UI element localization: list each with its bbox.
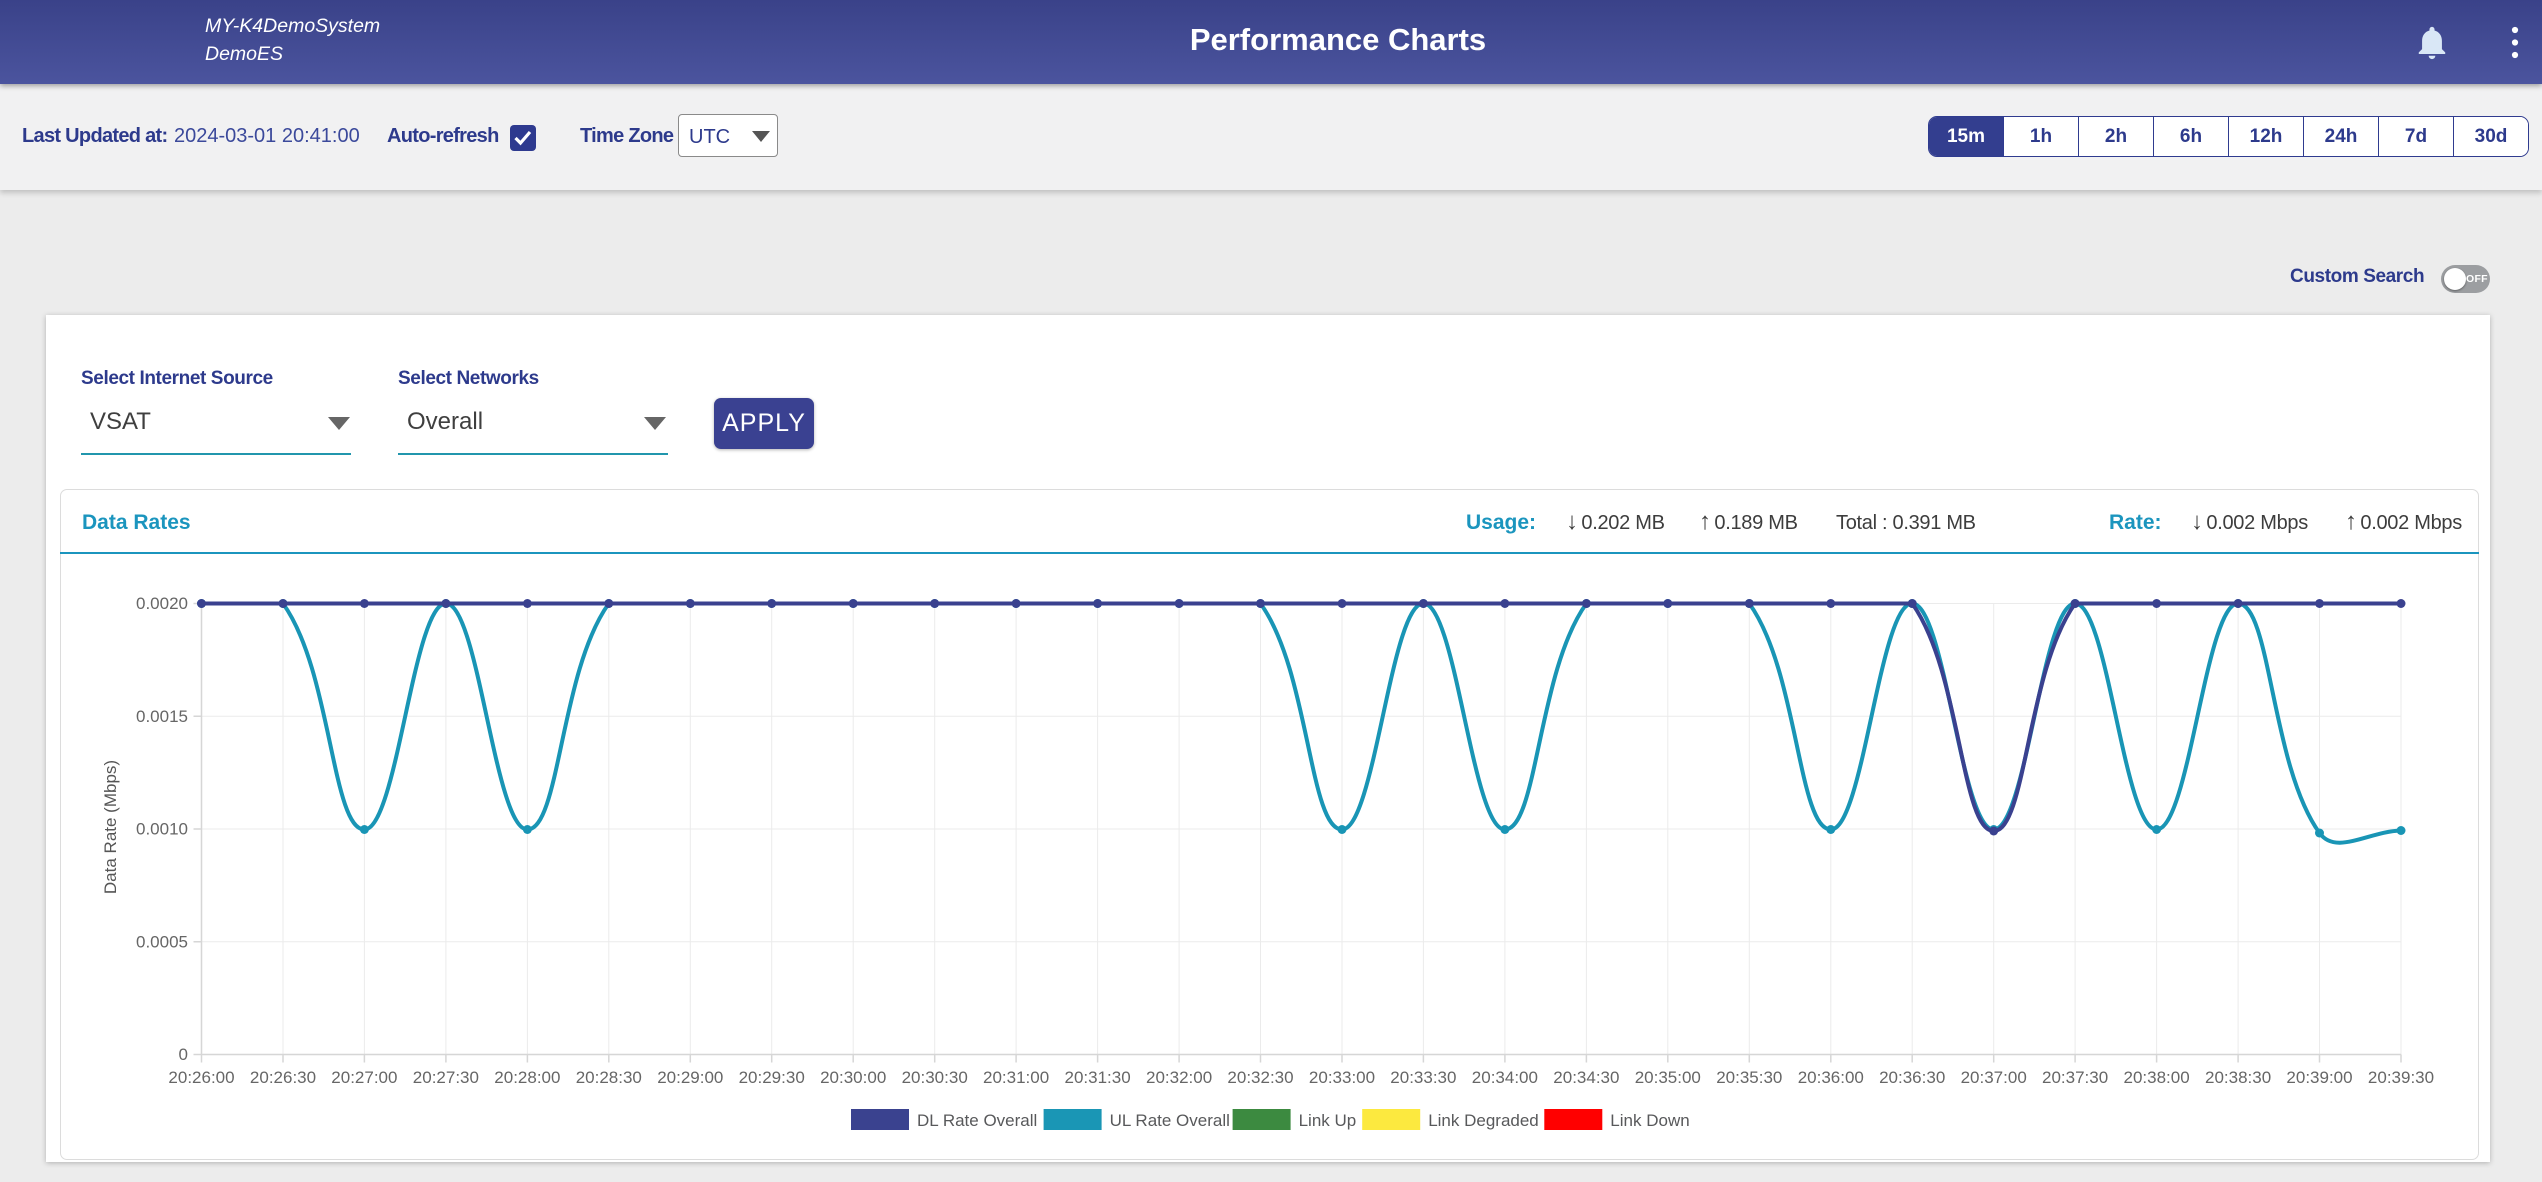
svg-text:20:32:00: 20:32:00	[1146, 1068, 1212, 1087]
svg-text:0.0015: 0.0015	[136, 707, 188, 726]
svg-text:20:35:30: 20:35:30	[1716, 1068, 1782, 1087]
svg-text:20:36:30: 20:36:30	[1879, 1068, 1945, 1087]
svg-text:20:28:30: 20:28:30	[576, 1068, 642, 1087]
svg-text:Data Rate (Mbps): Data Rate (Mbps)	[101, 760, 120, 894]
svg-text:20:30:30: 20:30:30	[902, 1068, 968, 1087]
svg-text:20:38:30: 20:38:30	[2205, 1068, 2271, 1087]
svg-text:20:38:00: 20:38:00	[2124, 1068, 2190, 1087]
svg-text:20:36:00: 20:36:00	[1798, 1068, 1864, 1087]
svg-text:0.0020: 0.0020	[136, 594, 188, 613]
svg-text:20:33:00: 20:33:00	[1309, 1068, 1375, 1087]
svg-text:20:27:30: 20:27:30	[413, 1068, 479, 1087]
svg-text:20:27:00: 20:27:00	[331, 1068, 397, 1087]
svg-text:Link Up: Link Up	[1299, 1111, 1357, 1130]
svg-text:20:32:30: 20:32:30	[1227, 1068, 1293, 1087]
svg-text:20:39:00: 20:39:00	[2286, 1068, 2352, 1087]
svg-text:0: 0	[179, 1045, 188, 1064]
svg-text:0.0010: 0.0010	[136, 820, 188, 839]
svg-text:20:34:30: 20:34:30	[1553, 1068, 1619, 1087]
svg-text:20:37:00: 20:37:00	[1961, 1068, 2027, 1087]
svg-text:20:31:30: 20:31:30	[1065, 1068, 1131, 1087]
svg-text:20:29:30: 20:29:30	[739, 1068, 805, 1087]
svg-text:20:29:00: 20:29:00	[657, 1068, 723, 1087]
svg-text:20:30:00: 20:30:00	[820, 1068, 886, 1087]
svg-text:DL Rate Overall: DL Rate Overall	[917, 1111, 1037, 1130]
svg-text:Link Down: Link Down	[1610, 1111, 1689, 1130]
svg-text:20:35:00: 20:35:00	[1635, 1068, 1701, 1087]
svg-text:Link Degraded: Link Degraded	[1428, 1111, 1539, 1130]
svg-text:0.0005: 0.0005	[136, 932, 188, 951]
svg-text:20:34:00: 20:34:00	[1472, 1068, 1538, 1087]
svg-text:20:26:00: 20:26:00	[168, 1068, 234, 1087]
svg-text:20:28:00: 20:28:00	[494, 1068, 560, 1087]
svg-text:20:39:30: 20:39:30	[2368, 1068, 2434, 1087]
svg-text:UL Rate Overall: UL Rate Overall	[1110, 1111, 1230, 1130]
svg-text:20:33:30: 20:33:30	[1390, 1068, 1456, 1087]
svg-text:20:31:00: 20:31:00	[983, 1068, 1049, 1087]
svg-text:20:37:30: 20:37:30	[2042, 1068, 2108, 1087]
svg-text:20:26:30: 20:26:30	[250, 1068, 316, 1087]
